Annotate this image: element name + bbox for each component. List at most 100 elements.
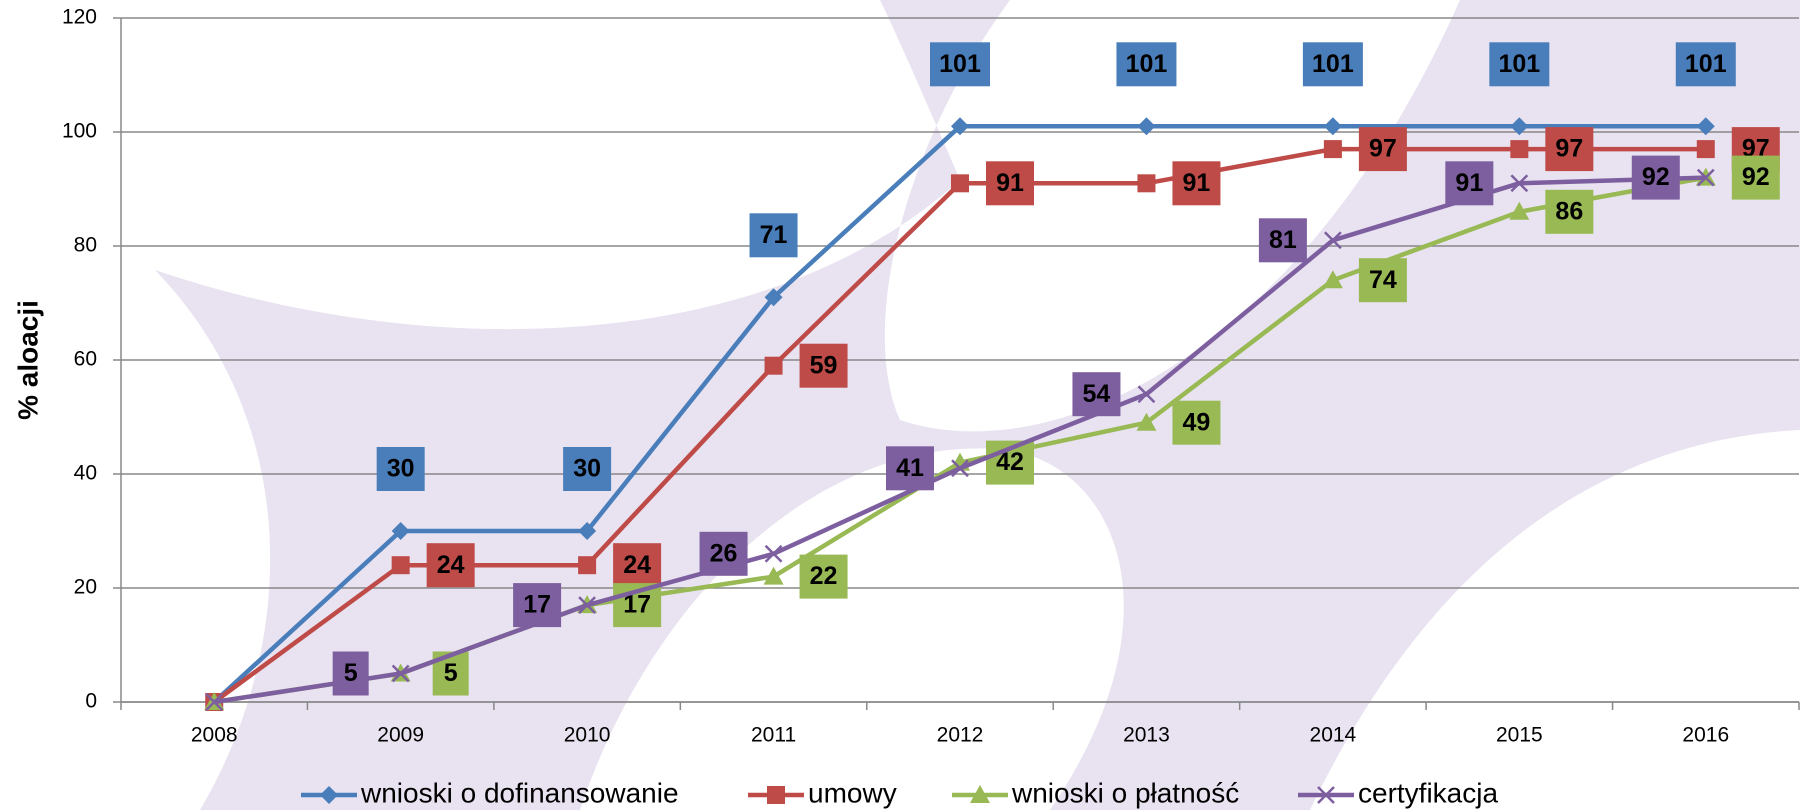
- marker: [1696, 140, 1715, 159]
- x-tick-label: 2016: [1682, 724, 1729, 747]
- marker: [1323, 117, 1342, 136]
- marker: [1696, 117, 1715, 136]
- value-label-box: [1731, 155, 1780, 200]
- value-label: 5: [444, 659, 458, 687]
- legend-label: wnioski o płatność: [1011, 777, 1239, 808]
- legend-label: certyfikacja: [1358, 777, 1498, 808]
- marker: [1317, 786, 1335, 804]
- value-label-box: [563, 447, 612, 491]
- value-label-box: [1675, 42, 1736, 87]
- value-label: 22: [810, 562, 838, 590]
- value-label-box: [376, 447, 425, 491]
- marker: [764, 356, 783, 375]
- marker: [1510, 140, 1529, 159]
- marker: [1510, 117, 1529, 136]
- value-label: 17: [523, 591, 551, 619]
- value-label: 59: [810, 351, 838, 379]
- marker: [391, 664, 410, 683]
- marker: [1696, 168, 1715, 187]
- x-tick-label: 2015: [1496, 724, 1543, 747]
- background-decoration: [155, 0, 1800, 810]
- x-tick-label: 2012: [937, 724, 984, 747]
- marker: [1509, 201, 1530, 220]
- value-label-box: [1545, 127, 1594, 172]
- marker: [1137, 117, 1156, 136]
- y-tick-label: 100: [62, 120, 97, 143]
- y-tick-label: 0: [85, 690, 97, 713]
- value-label: 30: [573, 455, 601, 483]
- value-label-box: [513, 583, 562, 628]
- legend-label: wnioski o dofinansowanie: [360, 777, 679, 808]
- x-tick-label: 2014: [1310, 724, 1357, 747]
- value-label-box: [1358, 127, 1407, 172]
- value-label: 101: [1126, 50, 1168, 78]
- marker: [1322, 270, 1343, 289]
- value-label: 24: [437, 551, 465, 579]
- y-tick-label: 40: [74, 462, 97, 485]
- value-label-box: [1631, 155, 1680, 200]
- marker: [391, 556, 410, 575]
- value-label-box: [699, 531, 748, 576]
- y-axis-label: % aloacji: [12, 300, 43, 420]
- x-tick-label: 2011: [751, 724, 796, 747]
- y-tick-label: 80: [74, 234, 97, 257]
- value-label: 92: [1642, 163, 1670, 191]
- value-label: 24: [623, 551, 651, 579]
- value-label-box: [1489, 42, 1550, 87]
- value-label: 81: [1269, 226, 1297, 254]
- marker: [1137, 385, 1156, 404]
- marker: [763, 566, 784, 585]
- x-tick-label: 2008: [191, 724, 238, 747]
- marker: [767, 786, 785, 804]
- value-label: 71: [760, 221, 788, 249]
- value-label: 41: [896, 454, 924, 482]
- value-label: 91: [1455, 169, 1483, 197]
- value-label-box: [1258, 218, 1307, 263]
- x-tick-label: 2009: [377, 724, 424, 747]
- value-label-box: [426, 543, 475, 588]
- value-label: 101: [1312, 50, 1354, 78]
- value-label: 91: [996, 169, 1024, 197]
- value-label-box: [1172, 400, 1221, 445]
- value-label: 101: [1498, 50, 1540, 78]
- value-label-box: [930, 42, 990, 87]
- value-label: 5: [344, 659, 358, 687]
- legend-label: umowy: [808, 777, 897, 808]
- value-label-box: [1545, 189, 1594, 234]
- value-label-box: [799, 554, 848, 599]
- value-label: 92: [1742, 163, 1770, 191]
- value-label-box: [1302, 42, 1363, 87]
- marker: [578, 556, 597, 575]
- value-label: 101: [939, 50, 981, 78]
- marker: [951, 117, 969, 136]
- value-label: 97: [1369, 135, 1397, 163]
- value-label-box: [986, 161, 1034, 206]
- value-label-box: [799, 343, 848, 388]
- value-label-box: [1172, 161, 1221, 206]
- y-tick-label: 20: [74, 576, 97, 599]
- value-label-box: [1116, 42, 1177, 87]
- value-label-box: [1358, 258, 1407, 303]
- value-label-box: [1445, 161, 1494, 206]
- marker: [970, 785, 990, 803]
- marker: [1323, 140, 1342, 159]
- marker: [578, 596, 596, 614]
- value-label-box: [749, 213, 798, 258]
- value-label: 101: [1685, 50, 1727, 78]
- marker: [764, 544, 783, 563]
- marker: [951, 459, 969, 478]
- marker: [578, 522, 597, 540]
- y-tick-label: 60: [74, 348, 97, 371]
- legend-item: wnioski o płatność: [952, 777, 1239, 808]
- marker: [1510, 174, 1529, 193]
- value-label-box: [886, 446, 934, 491]
- x-tick-label: 2013: [1123, 724, 1170, 747]
- y-tick-label: 120: [62, 6, 97, 29]
- marker: [951, 174, 969, 193]
- value-label: 54: [1083, 380, 1111, 408]
- marker: [320, 786, 338, 804]
- marker: [1324, 231, 1342, 250]
- value-label: 91: [1183, 169, 1211, 197]
- legend-item: umowy: [748, 777, 897, 808]
